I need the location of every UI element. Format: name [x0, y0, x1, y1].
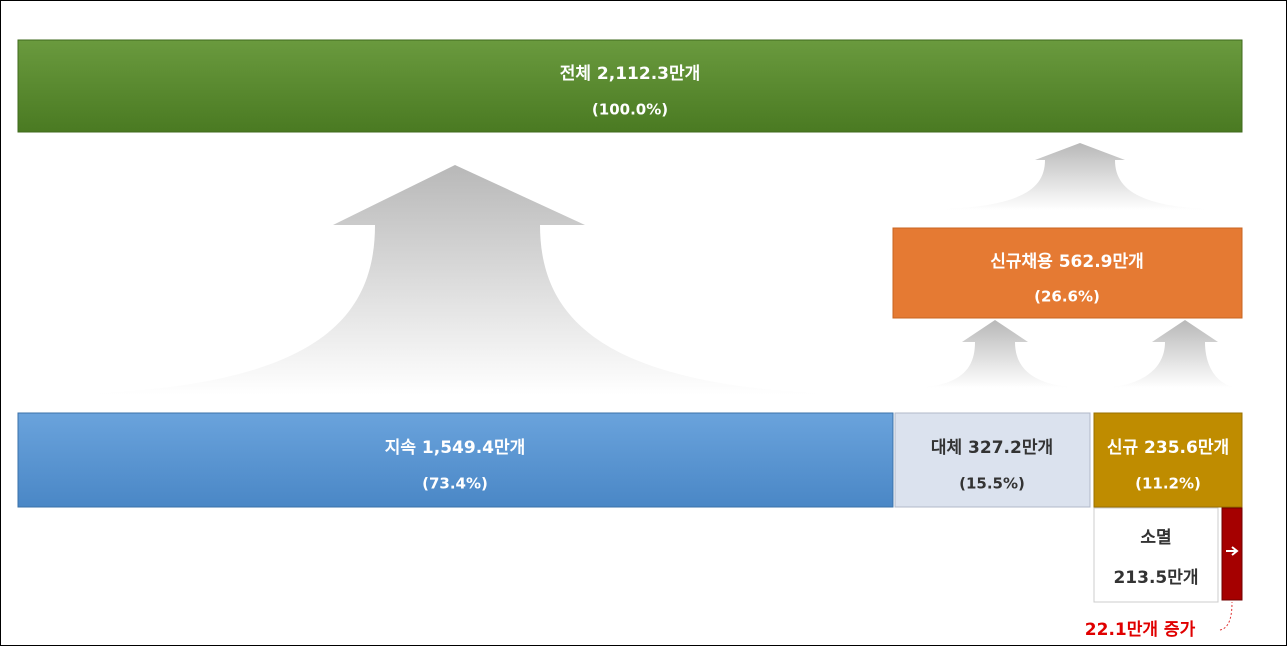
- extinct-amount: 213.5만개: [1113, 568, 1198, 588]
- continued-box: [17, 412, 894, 508]
- replaced-share: (15.5%): [959, 475, 1025, 493]
- arrow: [905, 320, 1090, 388]
- new-hiring-box: [892, 227, 1243, 319]
- increase-label: 22.1만개 증가: [1085, 620, 1196, 640]
- arrow: [1095, 320, 1242, 388]
- total-label: 전체 2,112.3만개: [560, 64, 701, 84]
- new-box: [1093, 412, 1243, 508]
- replaced-box: [894, 412, 1091, 508]
- continued-label: 지속 1,549.4만개: [385, 438, 526, 458]
- new-hiring-label: 신규채용 562.9만개: [990, 252, 1144, 272]
- total-box: [17, 39, 1243, 133]
- new-share: (11.2%): [1135, 475, 1201, 493]
- replaced-label: 대체 327.2만개: [931, 438, 1053, 458]
- extinct-box: [1093, 507, 1219, 603]
- extinct-label: 소멸: [1140, 528, 1171, 548]
- arrow: [25, 165, 890, 395]
- arrow: [905, 143, 1242, 210]
- leader-line: [1219, 601, 1233, 631]
- increase-arrow: [1226, 546, 1239, 556]
- continued-share: (73.4%): [422, 475, 488, 493]
- new-label: 신규 235.6만개: [1107, 438, 1229, 458]
- total-share: (100.0%): [592, 101, 668, 119]
- new-hiring-share: (26.6%): [1034, 288, 1100, 306]
